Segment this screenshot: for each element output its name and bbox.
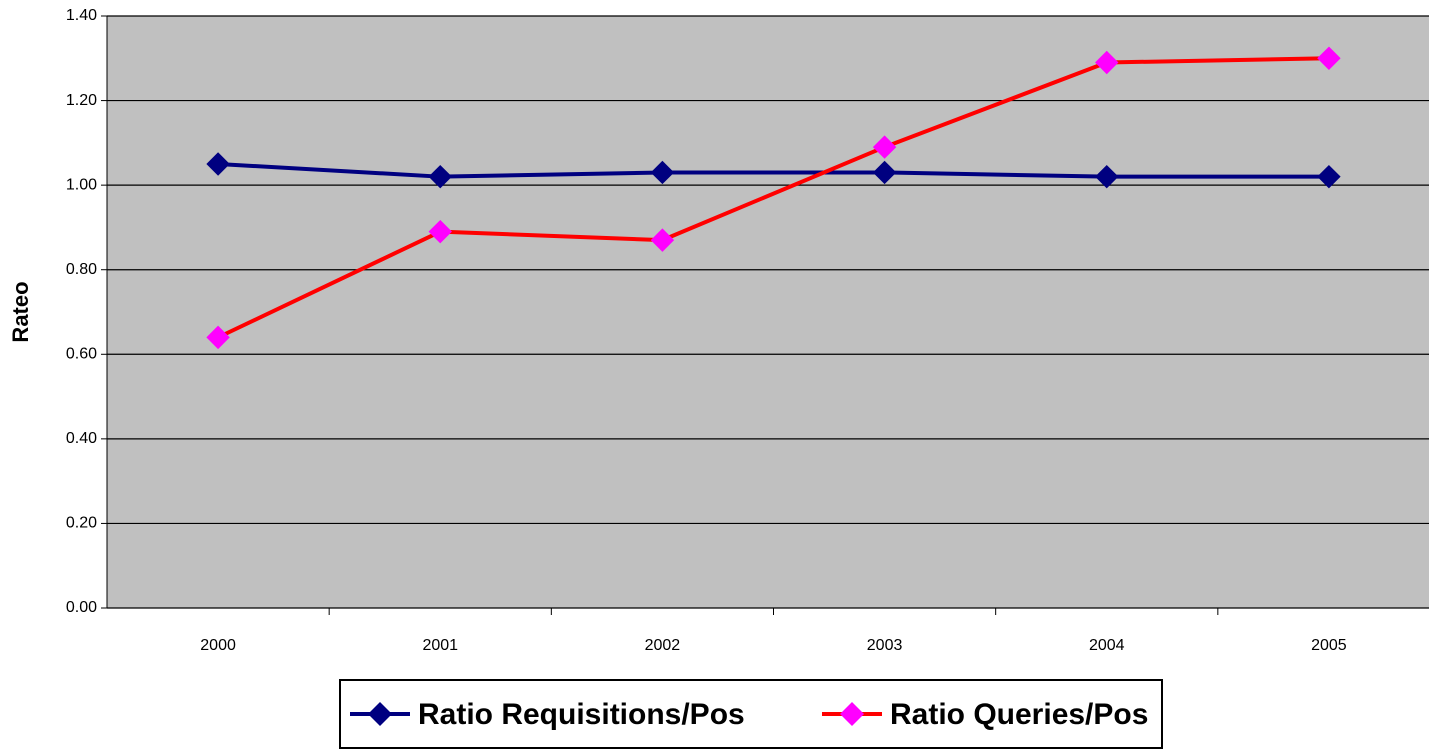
y-tick-label: 1.00 <box>66 176 97 193</box>
x-tick-label: 2000 <box>200 637 236 654</box>
data-marker <box>1317 46 1341 70</box>
data-marker <box>428 164 452 189</box>
y-tick-label: 0.00 <box>66 599 97 616</box>
data-marker <box>1095 164 1119 189</box>
y-tick-label: 0.40 <box>66 430 97 447</box>
data-marker <box>206 325 230 350</box>
legend-marker <box>840 702 864 726</box>
x-tick-label: 2002 <box>645 637 681 654</box>
y-tick-label: 0.20 <box>66 515 97 532</box>
data-marker <box>872 135 897 159</box>
data-marker <box>872 160 897 185</box>
legend-box <box>339 679 1163 749</box>
y-axis-label: Rateo <box>8 281 33 342</box>
y-tick-label: 1.40 <box>66 7 97 24</box>
x-tick-label: 2001 <box>422 637 458 654</box>
data-marker <box>1095 50 1119 75</box>
plot-area <box>106 15 1429 609</box>
y-tick-label: 0.80 <box>66 261 97 278</box>
data-marker <box>1317 164 1341 189</box>
data-marker <box>428 219 452 244</box>
data-marker <box>206 152 230 176</box>
x-tick-label: 2003 <box>867 637 903 654</box>
y-tick-label: 0.60 <box>66 346 97 363</box>
data-marker <box>650 160 675 185</box>
series-line <box>217 162 1329 179</box>
series-line <box>217 56 1329 340</box>
x-tick-label: 2004 <box>1089 637 1125 654</box>
legend-label: Ratio Requisitions/Pos <box>418 698 745 731</box>
y-tick-label: 1.20 <box>66 92 97 109</box>
legend-label: Ratio Queries/Pos <box>890 698 1148 731</box>
legend-marker <box>368 702 392 726</box>
x-tick-label: 2005 <box>1311 637 1347 654</box>
data-marker <box>650 228 675 252</box>
